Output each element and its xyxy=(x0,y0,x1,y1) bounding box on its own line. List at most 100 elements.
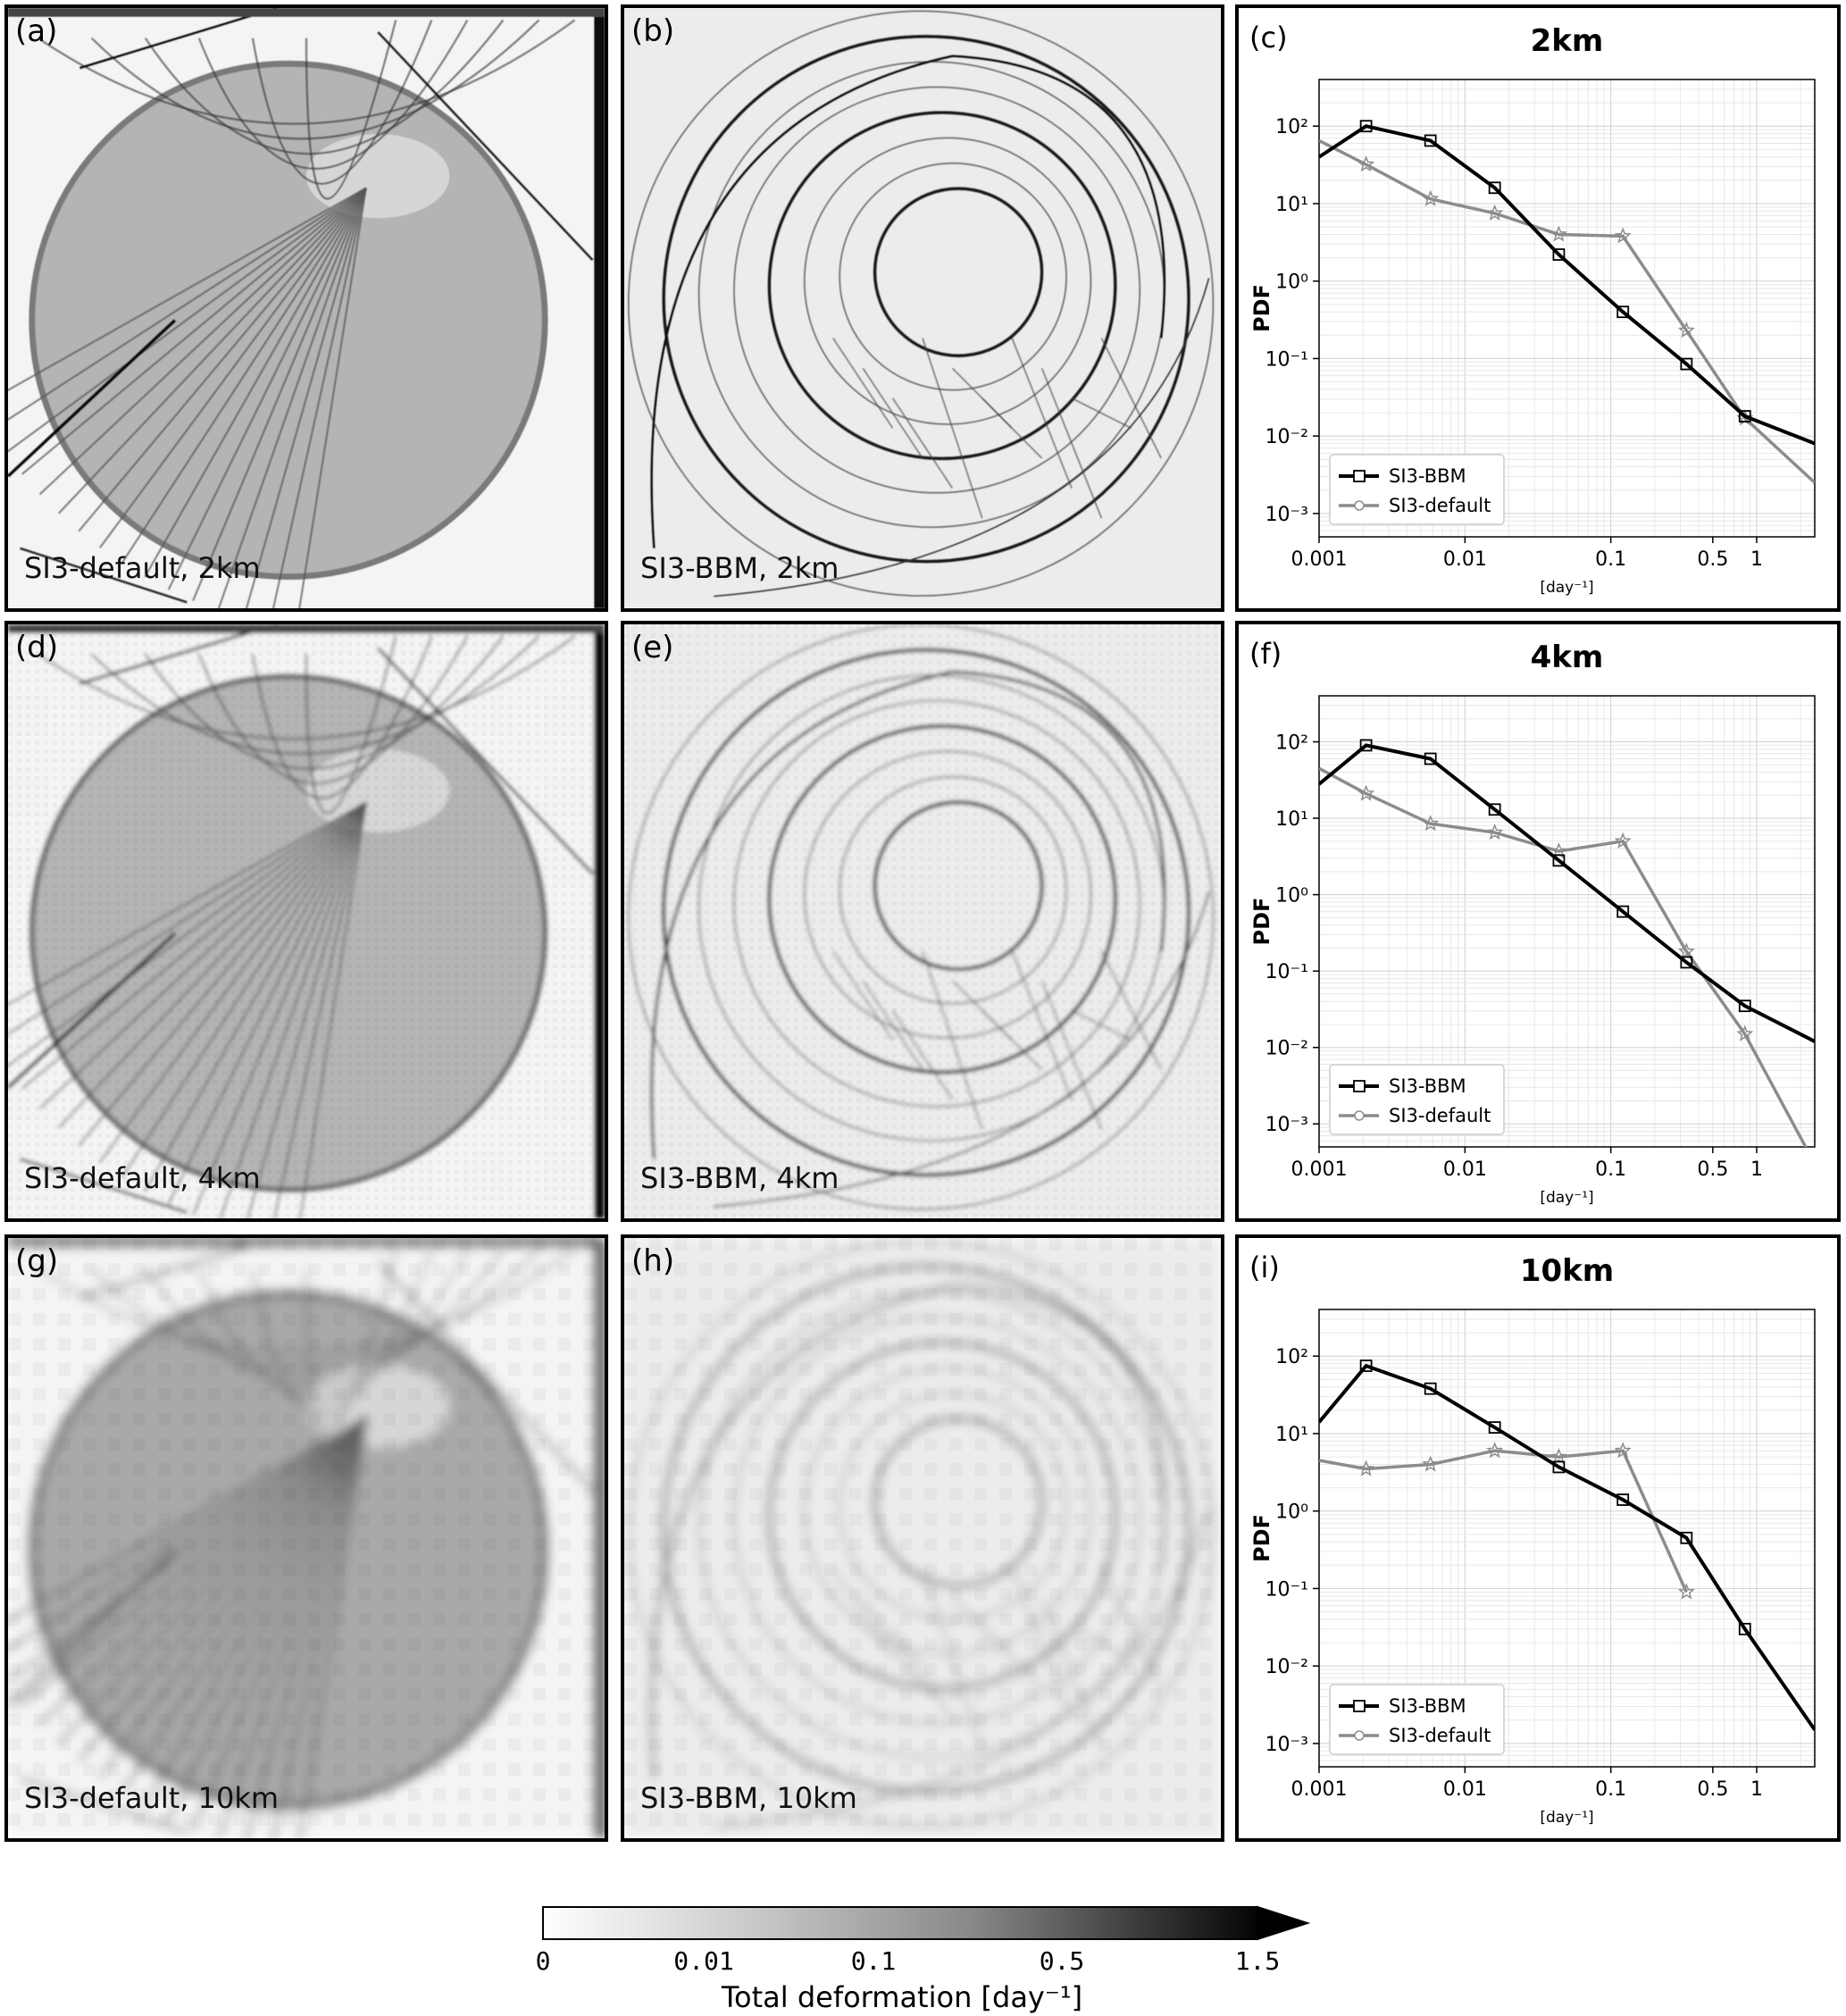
series-line xyxy=(1319,1363,1815,1731)
data-point xyxy=(1357,155,1375,172)
colorbar-tick: 1.5 xyxy=(1235,1946,1281,1976)
x-tick-label: 0.1 xyxy=(1595,548,1626,571)
x-tick-label: 0.001 xyxy=(1291,1778,1348,1801)
data-point xyxy=(1680,956,1693,969)
map-panel-a: (a) SI3-default, 2km xyxy=(4,4,608,612)
x-tick-label: 0.5 xyxy=(1697,548,1728,571)
y-tick-label: 10⁰ xyxy=(1275,1502,1308,1524)
colorbar-tick: 0.5 xyxy=(1040,1946,1085,1976)
series-si3-default xyxy=(1319,1442,1695,1600)
map-panel-h: (h) SI3-BBM, 10km xyxy=(621,1234,1224,1842)
pdf-chart: (c) 2km 0.001 0.01 0.1 0.5 1 10⁻³ 10⁻² 10⁻¹ 10⁰ 10¹… xyxy=(1249,21,1816,597)
pixel-grid xyxy=(8,1238,605,1838)
data-point xyxy=(1424,752,1437,765)
data-point xyxy=(1738,1000,1751,1013)
panel-label: (i) xyxy=(1249,1251,1280,1284)
panel-label: (f) xyxy=(1249,637,1282,671)
panel-label: (g) xyxy=(15,1243,59,1279)
x-tick-label: 0.01 xyxy=(1443,548,1487,571)
colorbar-label: Total deformation [day⁻¹] xyxy=(721,1980,1082,2014)
deformation-field xyxy=(624,8,1221,608)
legend-marker xyxy=(1353,1080,1366,1092)
deformation-map xyxy=(624,8,1221,608)
series-line xyxy=(1319,1449,1688,1594)
grid xyxy=(1318,695,1815,1148)
y-tick-label: 10⁻³ xyxy=(1265,1114,1308,1136)
x-tick-label: 0.001 xyxy=(1291,548,1348,571)
deformation-map xyxy=(8,624,605,1218)
panel-label: (e) xyxy=(631,630,674,665)
deformation-field xyxy=(8,8,605,608)
legend: SI3-BBM SI3-default xyxy=(1329,1684,1505,1755)
data-point xyxy=(1614,227,1632,244)
chart-panel-c: (c) 2km 0.001 0.01 0.1 0.5 1 10⁻³ 10⁻² 10⁻¹ 10⁰ 10¹… xyxy=(1235,4,1841,612)
data-point xyxy=(1424,1382,1437,1395)
legend-label: SI3-default xyxy=(1389,1725,1491,1746)
x-tick-label: 0.1 xyxy=(1595,1778,1626,1801)
data-point xyxy=(1738,410,1751,422)
y-tick-label: 10⁻¹ xyxy=(1265,1578,1308,1601)
chart-panel-i: (i) 10km 0.001 0.01 0.1 0.5 1 10⁻³ 10⁻² 10⁻¹ 10⁰ 10… xyxy=(1235,1234,1841,1842)
map-panel-e: (e) SI3-BBM, 4km xyxy=(621,621,1224,1222)
y-tick-label: 10² xyxy=(1275,1346,1308,1368)
x-tick-label: 0.5 xyxy=(1697,1778,1728,1801)
data-point xyxy=(1677,942,1695,959)
x-tick-label: 0.01 xyxy=(1443,1778,1487,1801)
series-si3-bbm xyxy=(1319,1359,1815,1731)
data-point xyxy=(1359,120,1373,133)
data-point xyxy=(1357,1460,1375,1476)
y-axis-label: PDF xyxy=(1249,898,1274,946)
series-si3-default xyxy=(1319,138,1815,484)
y-tick-label: 10⁰ xyxy=(1275,885,1308,908)
plot-frame xyxy=(1318,1309,1816,1768)
map-panel-b: (b) SI3-BBM, 2km xyxy=(621,4,1224,612)
plot-frame xyxy=(1318,695,1816,1148)
data-point xyxy=(1677,1583,1695,1600)
panel-label: (c) xyxy=(1249,21,1288,54)
data-point xyxy=(1552,854,1566,867)
legend-label: SI3-default xyxy=(1389,495,1491,516)
x-tick-label: 1 xyxy=(1750,1778,1763,1801)
legend-marker xyxy=(1354,1730,1365,1741)
data-point xyxy=(1614,1442,1632,1459)
x-axis-label: [day⁻¹] xyxy=(1540,579,1593,597)
map-caption: SI3-default, 2km xyxy=(24,551,261,585)
legend-marker xyxy=(1353,1700,1366,1712)
data-point xyxy=(1422,1455,1440,1472)
map-panel-d: (d) SI3-default, 4km xyxy=(4,621,608,1222)
y-tick-label: 10⁻³ xyxy=(1265,1734,1308,1756)
data-point xyxy=(1488,181,1501,195)
data-point xyxy=(1422,189,1440,206)
data-point xyxy=(1677,321,1695,339)
y-tick-label: 10⁻³ xyxy=(1265,504,1308,526)
x-tick-label: 0.01 xyxy=(1443,1159,1487,1181)
colorbar-tick: 0.1 xyxy=(851,1946,897,1976)
deformation-map xyxy=(8,1238,605,1838)
chart-title: 2km xyxy=(1531,23,1604,59)
x-tick-label: 1 xyxy=(1750,548,1763,571)
data-point xyxy=(1616,1493,1630,1506)
pdf-chart: (f) 4km 0.001 0.01 0.1 0.5 1 10⁻³ 10⁻² 10⁻¹ 10⁰ 10¹… xyxy=(1249,637,1816,1207)
pixel-grid xyxy=(624,624,1221,1218)
data-point xyxy=(1680,357,1693,371)
data-point xyxy=(1486,824,1504,841)
x-tick-label: 0.001 xyxy=(1291,1159,1348,1181)
data-point xyxy=(1359,1359,1373,1372)
map-caption: SI3-BBM, 2km xyxy=(640,551,839,585)
data-point xyxy=(1552,1460,1566,1474)
data-point xyxy=(1736,1025,1754,1041)
legend-label: SI3-BBM xyxy=(1389,465,1466,487)
y-tick-label: 10² xyxy=(1275,116,1308,138)
data-point xyxy=(1488,1421,1501,1434)
data-point xyxy=(1549,1448,1567,1465)
y-tick-label: 10⁻² xyxy=(1265,1038,1308,1060)
plot-frame xyxy=(1318,79,1816,538)
y-tick-label: 10⁻² xyxy=(1265,1656,1308,1678)
map-panel-g: (g) SI3-default, 10km xyxy=(4,1234,608,1842)
data-point xyxy=(1552,248,1566,261)
legend: SI3-BBM SI3-default xyxy=(1329,454,1505,525)
legend-label: SI3-default xyxy=(1389,1105,1491,1126)
y-axis-label: PDF xyxy=(1249,284,1274,332)
y-tick-label: 10¹ xyxy=(1275,194,1308,216)
colorbar-gradient xyxy=(542,1906,1258,1940)
